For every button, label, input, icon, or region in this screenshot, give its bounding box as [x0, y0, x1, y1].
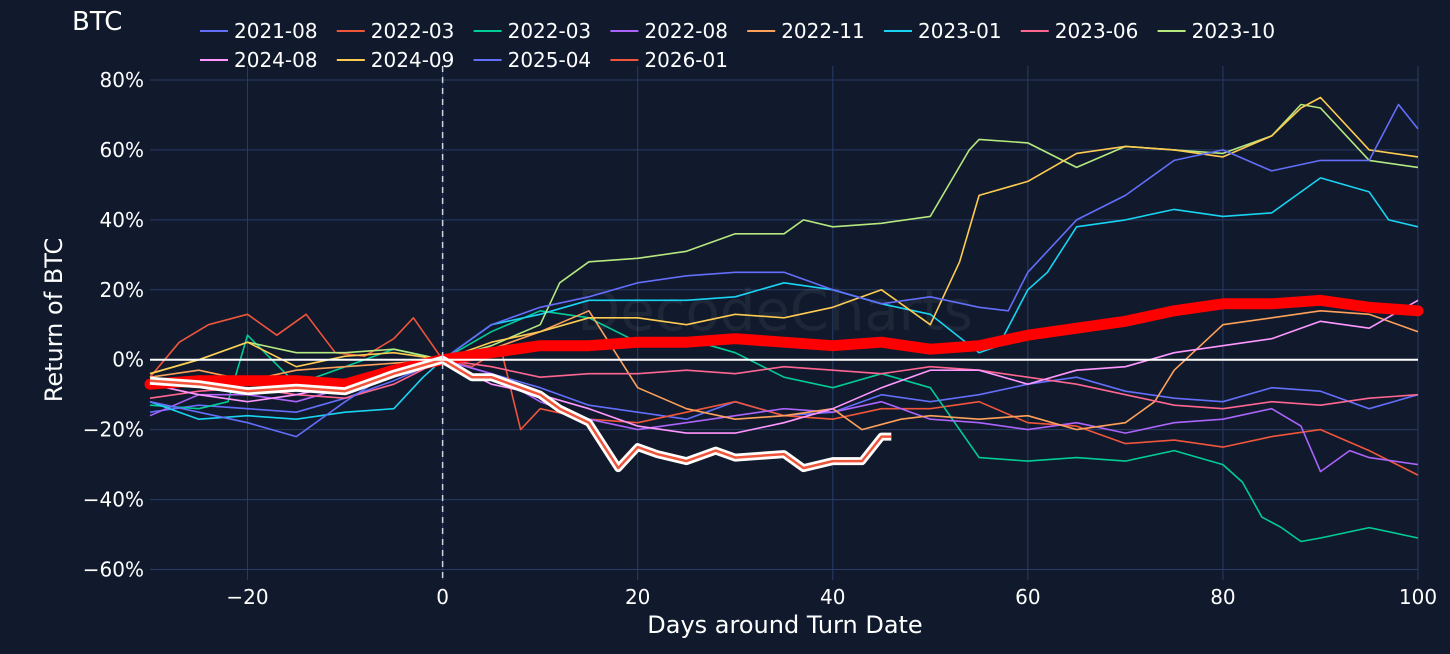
y-tick-label: 80%	[100, 68, 144, 92]
chart-title: BTC	[72, 7, 122, 37]
x-tick-label: 40	[820, 585, 845, 609]
y-tick-label: 40%	[100, 208, 144, 232]
series-line-2024-09-9	[149, 96, 1419, 375]
series-line-2023-06-6	[149, 358, 1419, 410]
x-tick-label: 100	[1399, 585, 1437, 609]
legend-item-2026-01[interactable]: 2026-01	[610, 48, 728, 72]
legend-item-2023-06[interactable]: 2023-06	[1020, 19, 1139, 43]
legend-item-2023-10[interactable]: 2023-10	[1157, 19, 1276, 43]
current-line-2026-01	[149, 358, 892, 470]
legend-item-2021-08[interactable]: 2021-08	[200, 19, 318, 43]
watermark: DecodeCharts	[577, 279, 973, 344]
legend-label: 2022-03	[371, 19, 455, 43]
legend-label: 2022-11	[781, 19, 865, 43]
legend-label: 2026-01	[644, 48, 728, 72]
legend-item-2024-08[interactable]: 2024-08	[200, 48, 318, 72]
x-tick-label: −20	[226, 585, 268, 609]
legend-label: 2021-08	[234, 19, 318, 43]
legend-item-2022-03[interactable]: 2022-03	[336, 19, 455, 43]
legend-item-2022-08[interactable]: 2022-08	[610, 19, 728, 43]
x-tick-label: 80	[1210, 585, 1235, 609]
legend-label: 2023-06	[1055, 19, 1139, 43]
legend-label: 2023-01	[918, 19, 1002, 43]
legend-label: 2022-08	[644, 19, 728, 43]
series-line-2023-10-7	[149, 103, 1419, 375]
legend[interactable]: 2021-08 2022-03 2022-03 2022-08 2022-11 2023-…	[200, 19, 1275, 72]
legend-item-2024-09[interactable]: 2024-09	[336, 48, 455, 72]
reference-lines	[150, 66, 1418, 580]
x-tick-label: 60	[1015, 585, 1040, 609]
y-tick-label: 0%	[112, 348, 144, 372]
series-line-2022-03-1	[149, 313, 1419, 476]
y-tick-label: −20%	[83, 418, 144, 442]
y-tick-label: −60%	[83, 558, 144, 582]
y-tick-label: 20%	[100, 278, 144, 302]
x-axis-ticks: −20 0 20 40 60 80 100	[226, 585, 1437, 609]
x-tick-label: 20	[625, 585, 650, 609]
legend-label: 2022-03	[508, 19, 592, 43]
x-axis-label: Days around Turn Date	[647, 611, 922, 639]
legend-item-2022-03[interactable]: 2022-03	[473, 19, 592, 43]
legend-label: 2023-10	[1192, 19, 1276, 43]
legend-item-2025-04[interactable]: 2025-04	[473, 48, 592, 72]
legend-item-2022-11[interactable]: 2022-11	[747, 19, 865, 43]
y-axis-ticks: −60% −40% −20% 0% 20% 40% 60% 80%	[83, 68, 144, 582]
y-tick-label: −40%	[83, 488, 144, 512]
mean-line	[144, 294, 1424, 390]
series-lines	[144, 96, 1424, 543]
legend-label: 2024-08	[234, 48, 318, 72]
x-tick-label: 0	[436, 585, 449, 609]
y-axis-label: Return of BTC	[40, 238, 68, 403]
legend-label: 2025-04	[508, 48, 592, 72]
legend-label: 2024-09	[371, 48, 455, 72]
legend-item-2023-01[interactable]: 2023-01	[884, 19, 1002, 43]
y-tick-label: 60%	[100, 138, 144, 162]
